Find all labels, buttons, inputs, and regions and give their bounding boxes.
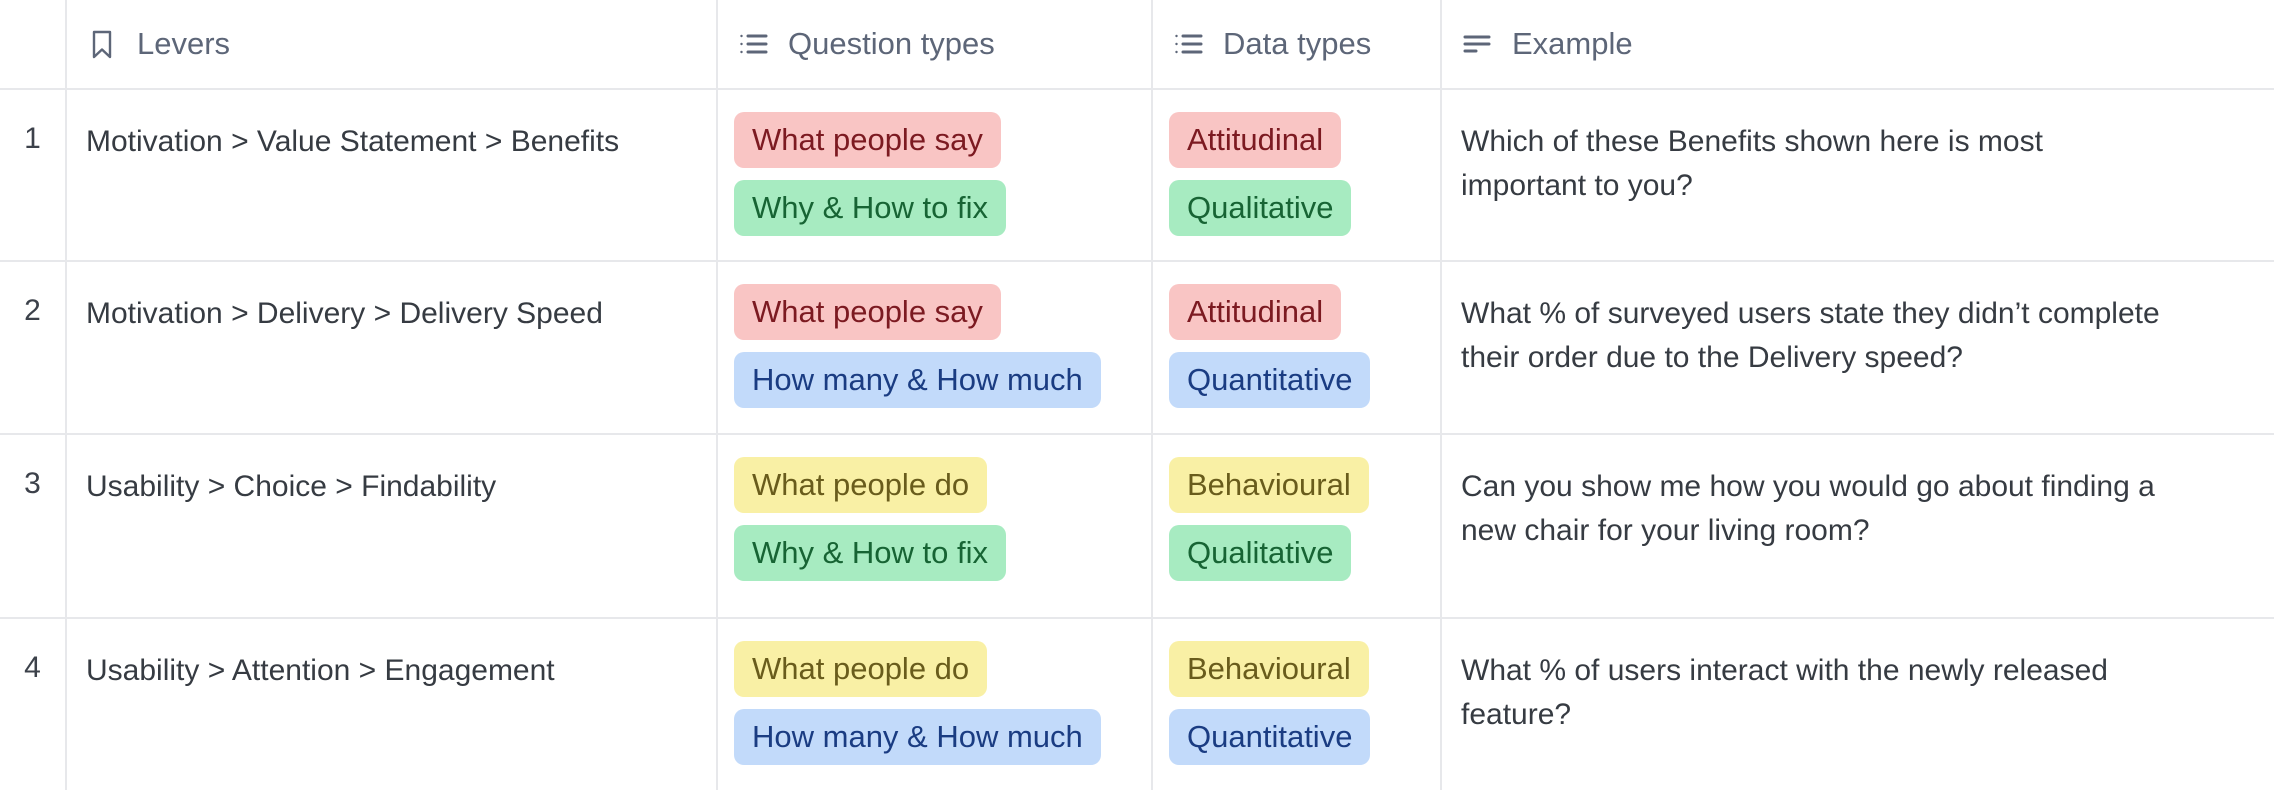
example-cell[interactable]: Can you show me how you would go about f… xyxy=(1461,470,2155,547)
table-row: 2 Motivation > Delivery > Delivery Speed… xyxy=(0,262,2274,435)
data-types-cell[interactable]: Behavioural Quantitative xyxy=(1153,619,1442,790)
row-number: 1 xyxy=(0,90,67,260)
row-number: 3 xyxy=(0,435,67,617)
column-header-label: Levers xyxy=(137,26,231,61)
question-type-tag: What people do xyxy=(734,641,988,697)
data-type-tag: Quantitative xyxy=(1169,352,1371,408)
bullet-list-icon xyxy=(737,28,769,60)
column-header-question-types[interactable]: Question types xyxy=(718,0,1153,88)
table-row: 3 Usability > Choice > Findability What … xyxy=(0,435,2274,619)
question-type-tag: What people do xyxy=(734,457,988,513)
row-number-header-cell xyxy=(0,0,67,88)
text-lines-icon xyxy=(1461,28,1493,60)
data-type-tag: Attitudinal xyxy=(1169,284,1342,340)
table-row: 4 Usability > Attention > Engagement Wha… xyxy=(0,619,2274,790)
question-type-tag: How many & How much xyxy=(734,709,1101,765)
example-cell[interactable]: What % of surveyed users state they didn… xyxy=(1461,297,2160,374)
data-type-tag: Qualitative xyxy=(1169,525,1352,581)
data-type-tag: Quantitative xyxy=(1169,709,1371,765)
question-type-tag: Why & How to fix xyxy=(734,180,1006,236)
data-type-tag: Attitudinal xyxy=(1169,112,1342,168)
example-cell[interactable]: What % of users interact with the newly … xyxy=(1461,654,2108,731)
lever-cell[interactable]: Usability > Choice > Findability xyxy=(67,435,718,617)
data-type-tag: Qualitative xyxy=(1169,180,1352,236)
table-header-row: Levers Question types xyxy=(0,0,2274,90)
column-header-label: Data types xyxy=(1223,26,1372,61)
data-types-cell[interactable]: Attitudinal Qualitative xyxy=(1153,90,1442,260)
data-types-cell[interactable]: Behavioural Qualitative xyxy=(1153,435,1442,617)
column-header-label: Question types xyxy=(788,26,995,61)
question-types-cell[interactable]: What people say How many & How much xyxy=(718,262,1153,433)
data-type-tag: Behavioural xyxy=(1169,457,1369,513)
column-header-data-types[interactable]: Data types xyxy=(1153,0,1442,88)
lever-cell[interactable]: Motivation > Delivery > Delivery Speed xyxy=(67,262,718,433)
lever-cell[interactable]: Usability > Attention > Engagement xyxy=(67,619,718,790)
column-header-label: Example xyxy=(1512,26,1633,61)
question-types-cell[interactable]: What people say Why & How to fix xyxy=(718,90,1153,260)
question-types-cell[interactable]: What people do How many & How much xyxy=(718,619,1153,790)
row-number: 4 xyxy=(0,619,67,790)
question-type-tag: What people say xyxy=(734,112,1001,168)
data-types-cell[interactable]: Attitudinal Quantitative xyxy=(1153,262,1442,433)
lever-cell[interactable]: Motivation > Value Statement > Benefits xyxy=(67,90,718,260)
question-types-cell[interactable]: What people do Why & How to fix xyxy=(718,435,1153,617)
column-header-example[interactable]: Example xyxy=(1442,0,2274,88)
question-type-tag: How many & How much xyxy=(734,352,1101,408)
question-type-tag: What people say xyxy=(734,284,1001,340)
question-type-tag: Why & How to fix xyxy=(734,525,1006,581)
row-number: 2 xyxy=(0,262,67,433)
table-row: 1 Motivation > Value Statement > Benefit… xyxy=(0,90,2274,262)
example-cell[interactable]: Which of these Benefits shown here is mo… xyxy=(1461,125,2043,202)
data-type-tag: Behavioural xyxy=(1169,641,1369,697)
bullet-list-icon xyxy=(1172,28,1204,60)
column-header-levers[interactable]: Levers xyxy=(67,0,718,88)
bookmark-icon xyxy=(86,28,118,60)
